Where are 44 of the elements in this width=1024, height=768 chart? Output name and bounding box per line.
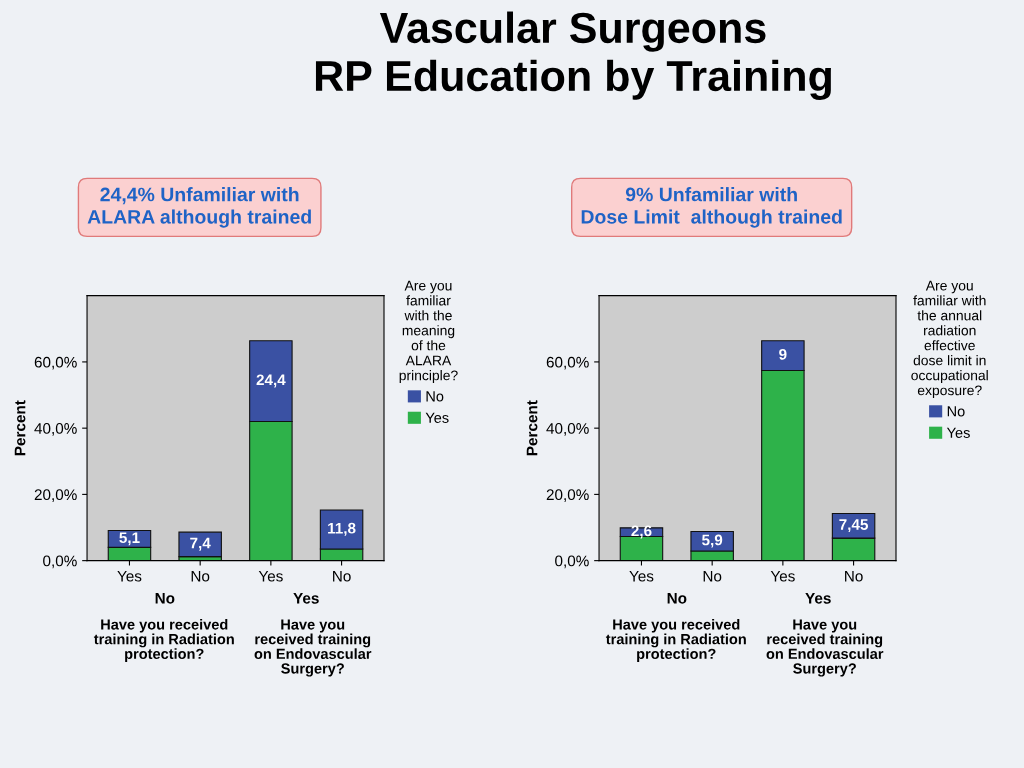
x-tick-label: No bbox=[333, 570, 351, 582]
y-tick-label: 40,0% bbox=[546, 423, 589, 436]
bar bbox=[178, 531, 222, 558]
legend-label: No bbox=[947, 406, 965, 417]
x-tick-label: No bbox=[845, 570, 863, 582]
x-tick-label: Yes bbox=[117, 570, 142, 582]
x-tick-label: Yes bbox=[770, 570, 795, 582]
y-tick-label: 0,0% bbox=[43, 555, 77, 569]
data-label: 11,8 bbox=[328, 522, 356, 536]
x-tick-label: No bbox=[703, 570, 722, 582]
legend-title: Are you familiar with the meaning of the ALARA principle? bbox=[399, 280, 458, 384]
data-label: 5,9 bbox=[702, 534, 723, 548]
text: Yes bbox=[293, 593, 319, 604]
text: No bbox=[155, 593, 175, 604]
y-tick-label: 20,0% bbox=[546, 489, 589, 502]
legend-label: Yes bbox=[425, 412, 449, 423]
legend-label: No bbox=[426, 391, 444, 402]
text: Yes bbox=[805, 593, 831, 604]
data-label: 2,6 bbox=[631, 525, 652, 539]
y-tick-label: 0,0% bbox=[555, 555, 589, 569]
legend-label: Yes bbox=[946, 427, 970, 438]
y-tick-label: 20,0% bbox=[34, 489, 77, 502]
chart-subtitle: 9% Unfamiliar with Dose Limit although trained bbox=[581, 187, 842, 228]
chart-subtitle: 24,4% Unfamiliar with ALARA although trained bbox=[87, 187, 311, 228]
legend-title: Are you familiar with the annual radiation effective dose limit in occupational exposure? bbox=[911, 280, 988, 398]
text: Have you received training on Endovascular Surgery? bbox=[254, 619, 372, 677]
data-label: 5,1 bbox=[119, 532, 140, 546]
y-axis-title: Percent bbox=[526, 400, 538, 456]
x-axis-title: Have you received training in Radiation protection? bbox=[605, 618, 746, 662]
data-label: 7,4 bbox=[190, 537, 211, 551]
text: Vascular Surgeons RP Education by Training bbox=[315, 11, 831, 100]
x-tick-label: Yes bbox=[629, 570, 654, 582]
text: Have you received training on Endovascular Surgery? bbox=[766, 619, 884, 677]
x-axis-title: Have you received training in Radiation protection? bbox=[93, 618, 234, 662]
y-tick-label: 60,0% bbox=[34, 356, 77, 370]
data-label: 9 bbox=[779, 348, 787, 360]
y-tick-label: 60,0% bbox=[546, 356, 589, 370]
text: No bbox=[667, 593, 687, 604]
data-label: 7,45 bbox=[839, 519, 869, 533]
y-axis-title: Percent bbox=[14, 400, 26, 456]
data-label: 24,4 bbox=[256, 374, 286, 388]
y-tick-label: 40,0% bbox=[34, 423, 77, 436]
x-tick-label: No bbox=[191, 570, 210, 582]
x-tick-label: Yes bbox=[258, 570, 283, 582]
